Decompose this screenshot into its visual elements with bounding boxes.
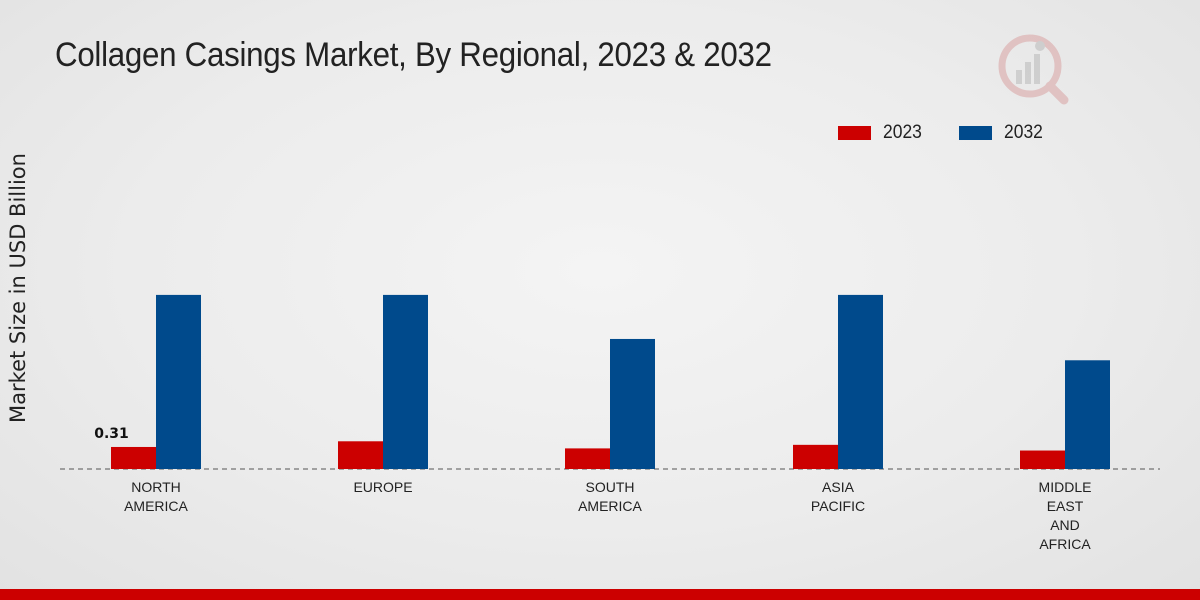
bottom-accent-bar (0, 589, 1200, 600)
chart-legend: 2023 2032 (838, 122, 1081, 144)
bar-2032-3[interactable] (838, 294, 883, 469)
x-tick-label: SOUTH (586, 479, 635, 495)
x-tick-label: AND (1050, 517, 1080, 533)
x-tick-label: AFRICA (1039, 536, 1091, 552)
legend-item-2032[interactable]: 2032 (959, 122, 1046, 144)
bar-2032-0[interactable] (156, 294, 201, 469)
x-tick-label: ASIA (822, 479, 855, 495)
bar-2032-4[interactable] (1065, 360, 1110, 469)
x-tick-label: MIDDLE (1039, 479, 1092, 495)
legend-swatch-2032 (959, 126, 993, 140)
x-tick-label: NORTH (131, 479, 181, 495)
bar-2032-1[interactable] (383, 294, 428, 469)
x-tick-label: EUROPE (353, 479, 412, 495)
bar-2032-2[interactable] (610, 338, 655, 469)
x-tick-label: PACIFIC (811, 498, 865, 514)
bar-2023-4[interactable] (1020, 450, 1065, 469)
market-research-logo-icon (998, 34, 1069, 105)
bar-2023-1[interactable] (338, 441, 383, 469)
bar-2023-3[interactable] (793, 444, 838, 469)
chart-title: Collagen Casings Market, By Regional, 20… (55, 36, 772, 74)
legend-label-2023: 2023 (883, 122, 922, 143)
bar-2023-2[interactable] (565, 448, 610, 469)
legend-label-2032: 2032 (1004, 122, 1044, 143)
bar-2023-0[interactable] (111, 446, 156, 469)
x-tick-label: EAST (1047, 498, 1084, 514)
data-label: 0.31 (94, 426, 129, 442)
legend-item-2023[interactable]: 2023 (838, 122, 925, 144)
legend-swatch-2023 (838, 126, 871, 140)
x-tick-label: AMERICA (578, 498, 642, 514)
x-tick-label: AMERICA (124, 498, 188, 514)
